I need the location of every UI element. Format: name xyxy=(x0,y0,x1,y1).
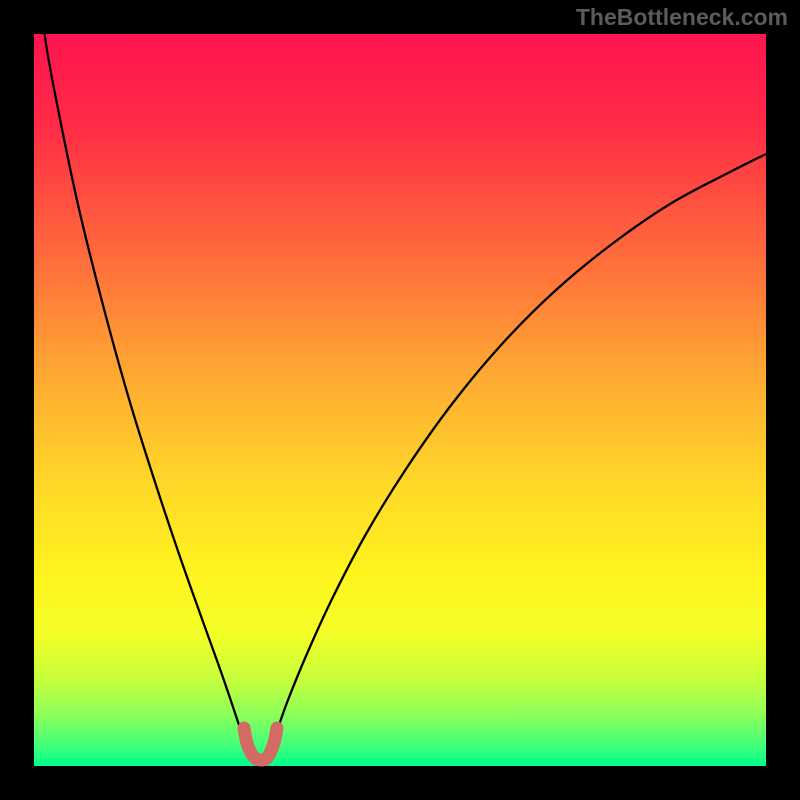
watermark-text: TheBottleneck.com xyxy=(576,4,788,31)
curve-valley-marker xyxy=(244,728,277,760)
curve-left-branch xyxy=(42,4,245,742)
bottleneck-curve xyxy=(34,34,766,766)
curve-right-branch xyxy=(273,154,766,742)
plot-area xyxy=(34,34,766,766)
